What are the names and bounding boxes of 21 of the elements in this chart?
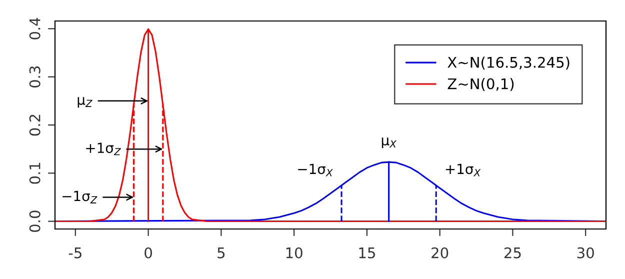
y-tick-label: 0.4 <box>29 18 40 40</box>
x-tick-label: 20 <box>432 247 448 258</box>
annotation: +1σ$_{X}$ <box>446 164 481 176</box>
x-tick-label: -5 <box>68 248 82 258</box>
legend-label: Z~N(0,1) <box>448 78 514 92</box>
x-tick-label: 15 <box>359 248 375 258</box>
y-tick-label: 0.3 <box>29 66 40 88</box>
y-tick-label: 0.2 <box>29 114 40 136</box>
annotation: −1σ$_{Z}$ <box>62 190 98 204</box>
legend-label: X~N(16.5,3.245) <box>448 56 570 70</box>
y-tick-label: 0.0 <box>29 210 40 232</box>
annotation: +1σ$_{Z}$ <box>86 142 121 156</box>
annotation: −1σ$_{X}$ <box>298 164 333 176</box>
x-tick-label: 10 <box>286 247 302 258</box>
annotation: μ$_{Z}$ <box>78 97 92 108</box>
x-tick-label: 5 <box>218 248 225 258</box>
x-tick-label: 30 <box>577 247 594 258</box>
x-tick-label: 25 <box>504 247 521 258</box>
x-tick-label: 0 <box>144 247 152 258</box>
y-tick-label: 0.1 <box>29 162 40 184</box>
annotation: μ$_{X}$ <box>382 138 397 148</box>
